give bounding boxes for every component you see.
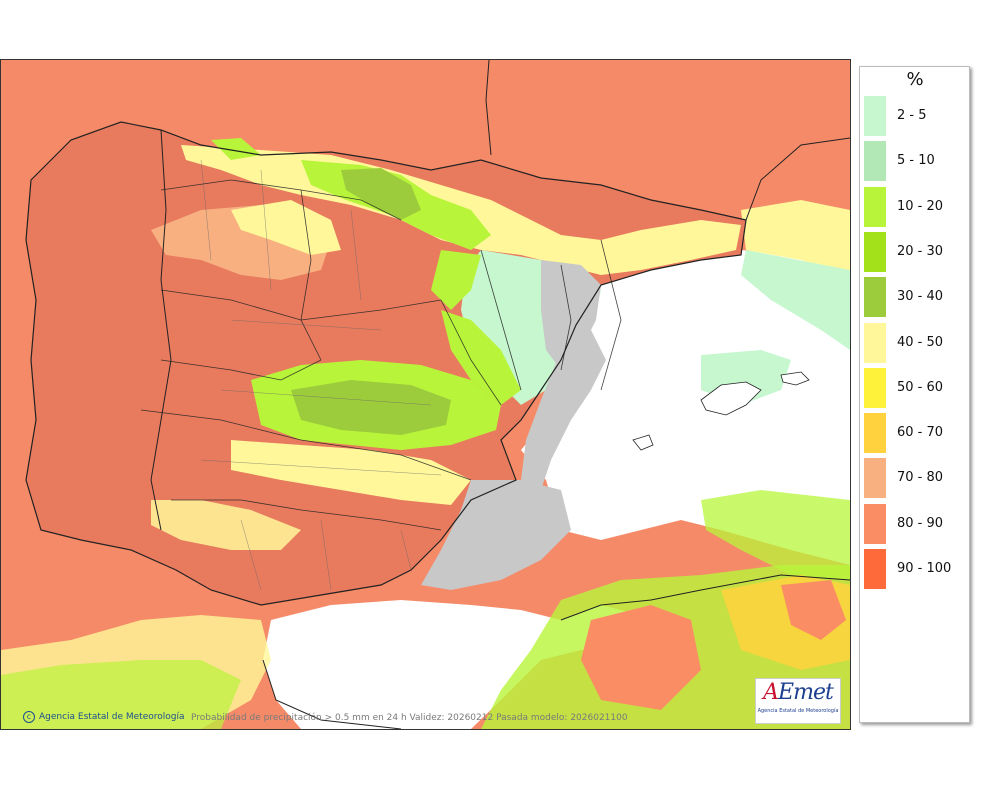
legend-swatch: [864, 458, 886, 499]
legend-item: 10 - 20: [864, 186, 968, 227]
legend-swatch: [864, 186, 886, 227]
precipitation-probability-map: c Agencia Estatal de Meteorología Probab…: [0, 59, 851, 730]
logo-mark: AEmet: [763, 680, 834, 705]
regional-borders: [140, 179, 622, 531]
navarra-green: [431, 250, 481, 310]
france-mediterranean-coastline: [745, 137, 850, 221]
legend-swatch: [864, 503, 886, 544]
legend-swatch: [864, 277, 886, 318]
legend-label: 50 - 60: [897, 379, 944, 395]
andalucia-yellow: [151, 500, 301, 550]
legend-unit: %: [906, 69, 924, 90]
legend-label: 2 - 5: [897, 108, 927, 123]
legend-item: 5 - 10: [864, 141, 968, 182]
legend-label: 40 - 50: [897, 334, 944, 350]
map-canvas: [1, 60, 850, 729]
ebro-relief-gray: [541, 260, 601, 370]
menorca-island: [780, 371, 810, 386]
ibiza-island: [632, 434, 654, 451]
legend-swatch: [864, 231, 886, 272]
north-africa-red-patch-east: [781, 580, 846, 640]
legend-label: 20 - 30: [897, 243, 944, 259]
legend-item: 70 - 80: [864, 458, 968, 499]
logo-subtitle: Agencia Estatal de Meteorología: [757, 708, 839, 714]
legend-item: 2 - 5: [864, 96, 968, 136]
probability-legend: % 2 - 5 5 - 10 10 - 20 20 - 30 30 - 40 40 - 5…: [859, 66, 970, 723]
legend-item: 90 - 100: [864, 549, 968, 589]
cantabria-green: [211, 138, 261, 160]
basque-dark-green: [341, 168, 421, 220]
mallorca-island: [700, 381, 762, 416]
legend-label: 80 - 90: [897, 515, 944, 531]
mediterranean-clear-area: [521, 250, 850, 565]
legend-swatch: [864, 96, 886, 136]
agency-credit-text: Agencia Estatal de Meteorología: [39, 712, 185, 722]
legend-swatch: [864, 549, 886, 589]
central-plateau-dark-green: [291, 380, 451, 435]
gulf-lion-green: [741, 250, 850, 350]
legend-swatch: [864, 367, 886, 408]
france-area: [489, 60, 850, 195]
legend-item: 40 - 50: [864, 322, 968, 363]
legend-item: 80 - 90: [864, 503, 968, 544]
legend-swatch: [864, 413, 886, 454]
legend-item: 60 - 70: [864, 413, 968, 454]
legend-label: 60 - 70: [897, 425, 944, 441]
north-africa-red-patch: [581, 605, 701, 710]
legend-item: 20 - 30: [864, 231, 968, 272]
copyright-icon: c: [23, 711, 35, 723]
legend-item: 50 - 60: [864, 367, 968, 408]
legend-label: 70 - 80: [897, 470, 944, 486]
portugal-border: [150, 129, 172, 531]
legend-swatch: [864, 141, 886, 182]
morocco-coastline: [262, 659, 402, 729]
central-yellow-band: [231, 440, 471, 505]
leon-yellow: [231, 200, 341, 255]
algeria-coast-green: [701, 490, 850, 580]
murcia-relief-gray: [421, 480, 571, 590]
legend-label: 5 - 10: [897, 153, 935, 169]
atlantic-south-green: [1, 660, 241, 729]
iberia-coastline: [25, 121, 747, 606]
iberian-system-green: [441, 310, 521, 405]
agency-credit: c Agencia Estatal de Meteorología: [23, 711, 185, 723]
provincial-borders: [200, 159, 442, 591]
valencia-relief-gray: [521, 330, 606, 490]
map-caption: Probabilidad de precipitación > 0.5 mm e…: [191, 713, 628, 723]
aemet-logo: AEmet Agencia Estatal de Meteorología: [755, 678, 841, 724]
legend-label: 30 - 40: [897, 289, 944, 305]
algeria-coastline: [560, 574, 850, 621]
legend-swatch: [864, 322, 886, 363]
france-coastline: [485, 60, 492, 156]
legend-item: 30 - 40: [864, 277, 968, 318]
gulf-lion-yellow: [741, 200, 850, 275]
legend-label: 90 - 100: [897, 561, 952, 576]
legend-label: 10 - 20: [897, 198, 944, 214]
